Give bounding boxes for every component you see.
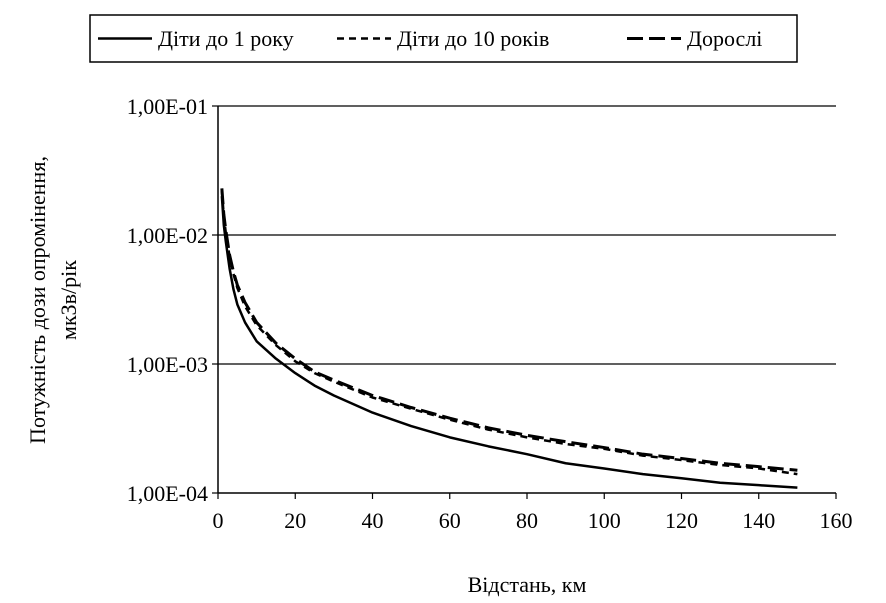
y-tick-label: 1,00E-02 xyxy=(127,223,208,248)
x-tick-label: 40 xyxy=(362,508,384,533)
x-ticks: 0 20 40 60 80 100 120 140 160 xyxy=(213,493,853,533)
axes xyxy=(217,106,836,494)
y-axis-title-line-1: Потужність дози опромінення, xyxy=(25,156,50,444)
legend-label-1: Діти до 1 року xyxy=(158,26,294,51)
x-tick-label: 60 xyxy=(439,508,461,533)
legend-item-1: Діти до 1 року xyxy=(98,26,294,51)
y-tick-label: 1,00E-01 xyxy=(127,94,208,119)
legend-label-2: Діти до 10 років xyxy=(397,26,549,51)
x-tick-label: 160 xyxy=(820,508,853,533)
x-tick-label: 100 xyxy=(588,508,621,533)
legend: Діти до 1 року Діти до 10 років Дорослі xyxy=(89,14,798,63)
y-gridlines xyxy=(218,105,836,365)
x-tick-label: 80 xyxy=(516,508,538,533)
series-line-1 xyxy=(220,196,798,489)
x-tick-label: 120 xyxy=(665,508,698,533)
x-tick-label: 140 xyxy=(742,508,775,533)
x-tick-label: 0 xyxy=(213,508,224,533)
series-line-2 xyxy=(220,190,798,476)
y-axis-title-line-2: мкЗв/рік xyxy=(56,260,81,340)
y-tick-label: 1,00E-03 xyxy=(127,352,208,377)
legend-item-3: Дорослі xyxy=(627,26,762,51)
legend-item-2: Діти до 10 років xyxy=(337,26,549,51)
x-tick-label: 20 xyxy=(284,508,306,533)
legend-label-3: Дорослі xyxy=(687,26,762,51)
series-layer xyxy=(220,188,798,489)
y-axis-title: Потужність дози опромінення, мкЗв/рік xyxy=(25,156,81,444)
series-line-3 xyxy=(220,188,798,472)
x-axis-title: Відстань, км xyxy=(468,572,587,597)
y-tick-label: 1,00E-04 xyxy=(127,481,208,506)
y-ticks: 1,00E-04 1,00E-03 1,00E-02 1,00E-01 xyxy=(127,94,218,506)
